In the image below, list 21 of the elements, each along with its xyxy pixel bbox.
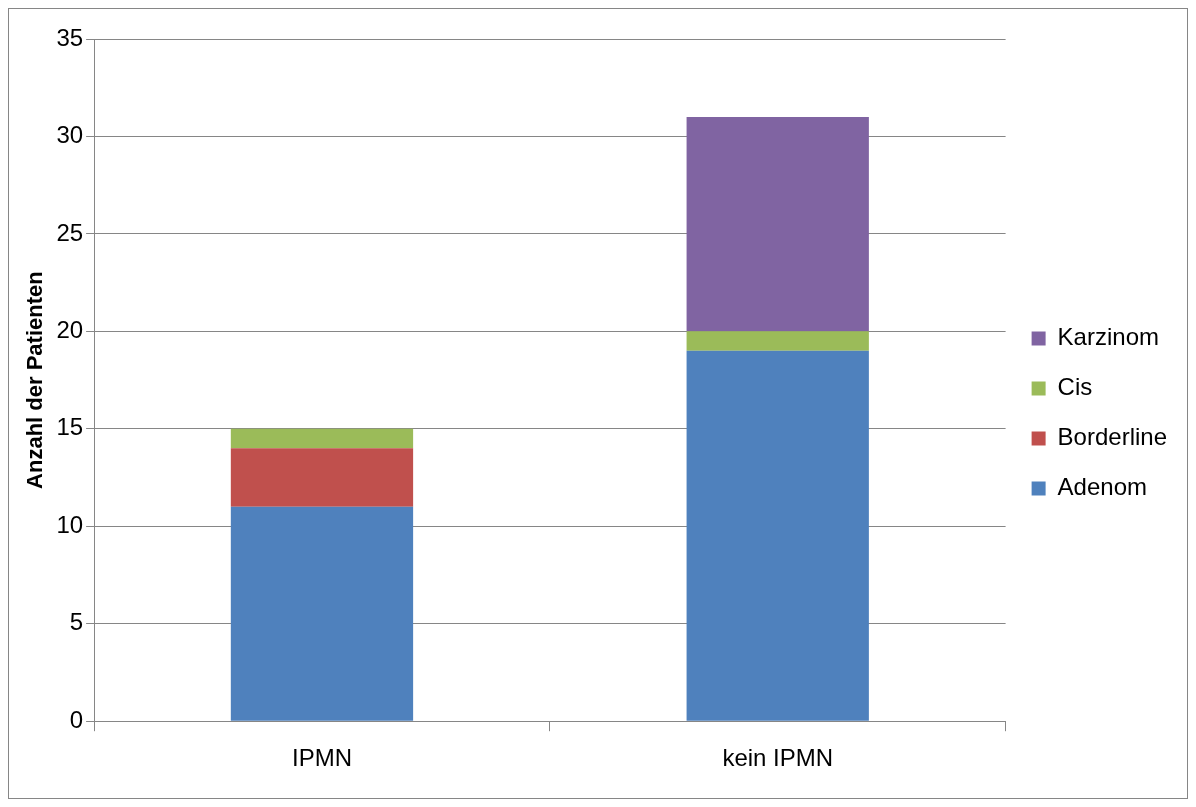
y-tick-label: 25 [56,218,84,246]
bar [686,350,869,721]
y-tick-label: 30 [56,121,84,149]
y-tick-label: 10 [56,510,84,538]
y-tick-label: 15 [56,413,84,441]
y-tick-label: 5 [69,608,84,636]
legend-label: Karzinom [1057,323,1159,351]
y-tick-label: 0 [69,705,84,733]
bar [686,331,869,351]
legend-label: Cis [1057,373,1093,401]
y-axis-title: Anzahl der Patienten [22,271,48,489]
legend-label: Adenom [1057,473,1147,501]
y-tick-label: 35 [56,23,84,51]
x-tick-label: IPMN [291,744,352,772]
bar [230,448,414,507]
x-tick-label: kein IPMN [722,744,834,772]
bar [230,506,414,721]
bar [686,116,869,332]
bar [230,428,414,449]
legend-label: Borderline [1057,423,1168,451]
y-tick-label: 20 [56,316,84,343]
